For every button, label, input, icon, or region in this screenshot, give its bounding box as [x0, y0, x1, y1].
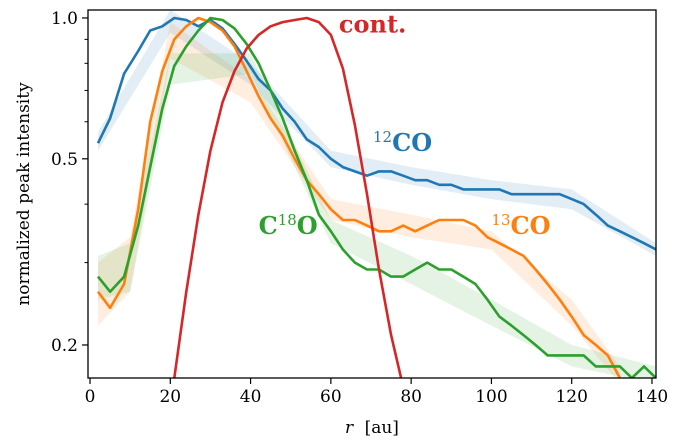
x-tick-label: 120 — [555, 387, 587, 407]
x-tick-label: 60 — [320, 387, 342, 407]
y-axis: 0.2 0.5 1.0 — [51, 9, 88, 356]
plot-frame — [87, 9, 657, 379]
y-axis-label: normalized peak intensity — [14, 82, 34, 306]
y-tick-label: 0.2 — [51, 336, 78, 356]
x-tick-label: 20 — [159, 387, 181, 407]
y-tick-label: 0.5 — [51, 150, 78, 170]
x-axis-label-var: r — [345, 418, 354, 438]
series-label-13co: 13CO — [491, 211, 550, 240]
x-tick-label: 80 — [400, 387, 422, 407]
x-tick-label: 40 — [240, 387, 262, 407]
series-label-c18o: C18O — [259, 211, 318, 240]
series-label-12co: 12CO — [373, 128, 432, 157]
x-tick-label: 100 — [475, 387, 507, 407]
y-tick-label: 1.0 — [51, 9, 78, 29]
series-label-cont: cont. — [339, 10, 407, 39]
x-axis-label: r [au] — [345, 418, 399, 438]
x-tick-label: 0 — [85, 387, 96, 407]
series-labels: cont. 12CO 13CO C18O — [259, 10, 551, 240]
x-axis-label-unit: [au] — [365, 418, 399, 438]
x-tick-label: 140 — [636, 387, 668, 407]
series-line-12co — [96, 16, 656, 251]
x-axis: 0 20 40 60 80 100 120 140 — [85, 378, 668, 407]
series-layer — [96, 16, 656, 378]
series-line-13co — [96, 16, 622, 378]
series-line-cont — [173, 16, 403, 378]
